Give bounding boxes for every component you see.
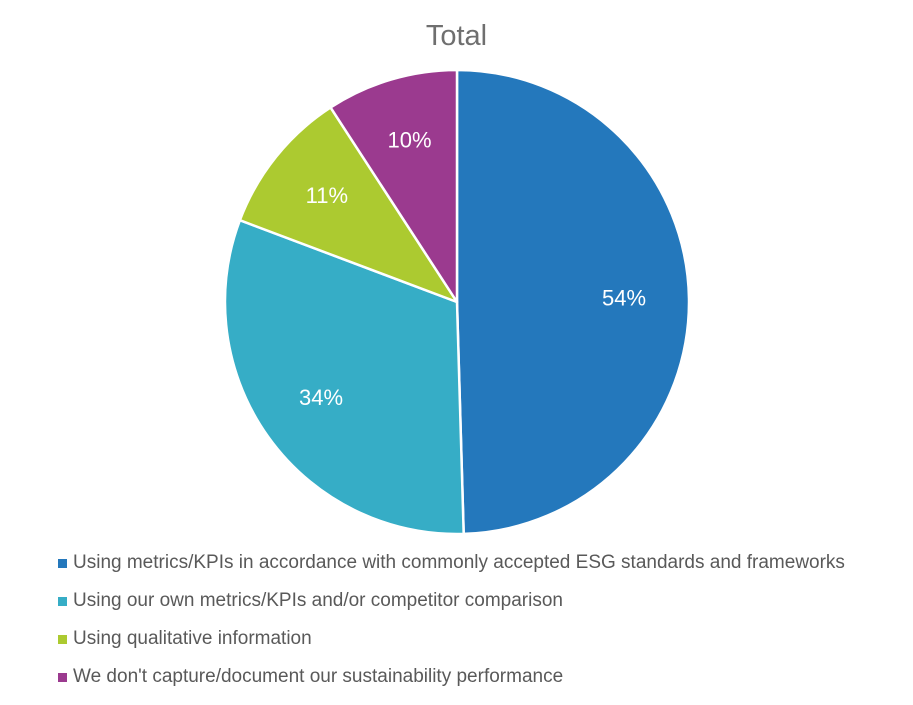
legend-swatch bbox=[58, 558, 67, 568]
legend-swatch bbox=[58, 634, 67, 644]
pie-slice bbox=[238, 106, 459, 304]
pie-data-labels: 54% 34% 11% 10% bbox=[299, 128, 646, 410]
pie-slice bbox=[223, 218, 465, 536]
legend-item: We don't capture/document our sustainabi… bbox=[58, 658, 898, 696]
legend-label: We don't capture/document our sustainabi… bbox=[73, 666, 564, 687]
legend-item: Using our own metrics/KPIs and/or compet… bbox=[58, 582, 898, 620]
slice-data-label: 54% bbox=[602, 285, 646, 310]
slice-data-label: 11% bbox=[306, 183, 348, 208]
slice-data-label: 10% bbox=[387, 128, 431, 153]
legend-swatch bbox=[58, 596, 67, 606]
legend-label: Using metrics/KPIs in accordance with co… bbox=[73, 552, 845, 573]
legend-item: Using qualitative information bbox=[58, 620, 898, 658]
legend: Using metrics/KPIs in accordance with co… bbox=[58, 544, 898, 696]
legend-label: Using our own metrics/KPIs and/or compet… bbox=[73, 590, 563, 611]
chart-title: Total bbox=[425, 20, 488, 52]
pie-chart: 54% 34% 11% 10% bbox=[223, 68, 691, 536]
legend-item: Using metrics/KPIs in accordance with co… bbox=[58, 544, 898, 582]
pie-slices bbox=[223, 68, 691, 536]
legend-label: Using qualitative information bbox=[73, 628, 312, 649]
legend-swatch bbox=[58, 672, 67, 682]
slice-data-label: 34% bbox=[299, 385, 343, 410]
pie-slice bbox=[329, 68, 459, 304]
pie-slice bbox=[455, 68, 691, 536]
